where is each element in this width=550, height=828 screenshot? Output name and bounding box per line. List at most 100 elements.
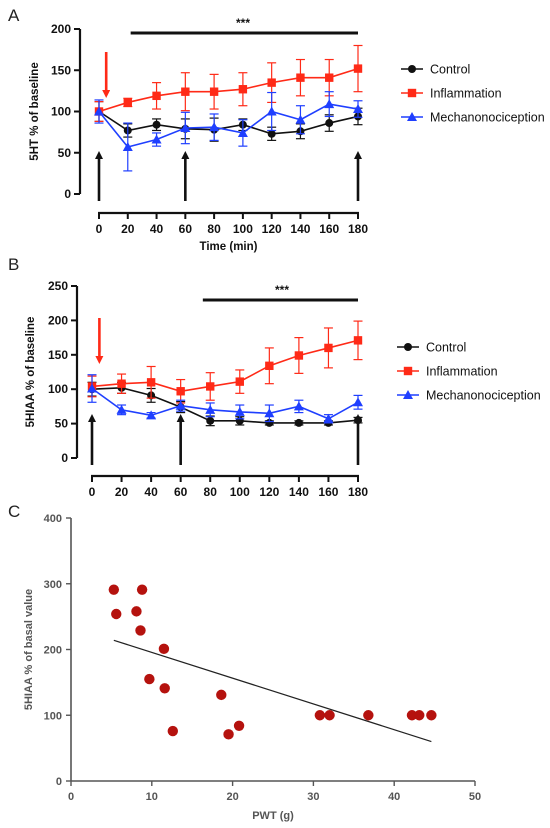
series-mechanonociception bbox=[87, 374, 363, 424]
data-point bbox=[151, 134, 162, 144]
x-tick-label: 100 bbox=[230, 485, 250, 499]
data-point bbox=[296, 73, 305, 82]
x-tick-label: 60 bbox=[174, 485, 188, 499]
x-tick-label: 0 bbox=[68, 791, 74, 803]
data-point bbox=[354, 416, 362, 425]
y-tick-label: 200 bbox=[44, 645, 62, 657]
data-point bbox=[209, 122, 220, 132]
data-point bbox=[176, 387, 185, 396]
x-tick-label: 40 bbox=[150, 222, 164, 236]
scatter-point bbox=[144, 673, 155, 685]
y-tick-label: 0 bbox=[56, 776, 62, 788]
legend-label: Inflammation bbox=[430, 87, 502, 101]
data-point bbox=[116, 404, 127, 414]
scatter-point bbox=[111, 608, 122, 620]
panel-letter-b: B bbox=[8, 255, 19, 274]
x-tick-label: 180 bbox=[348, 222, 368, 236]
scatter-point bbox=[136, 584, 148, 595]
legend-label: Control bbox=[430, 63, 470, 77]
panel-letter-c: C bbox=[8, 502, 20, 521]
data-point bbox=[146, 378, 156, 387]
data-point bbox=[353, 104, 363, 114]
data-point bbox=[266, 106, 277, 116]
data-point bbox=[234, 406, 245, 416]
y-tick-label: 300 bbox=[44, 579, 62, 591]
data-point bbox=[238, 85, 248, 94]
x-tick-label: 40 bbox=[144, 485, 158, 499]
x-tick-label: 40 bbox=[388, 791, 400, 803]
legend-label: Inflammation bbox=[426, 365, 498, 379]
regression-line bbox=[113, 639, 432, 743]
scatter-point bbox=[406, 710, 418, 721]
y-tick-label: 0 bbox=[64, 187, 71, 201]
legend-marker bbox=[403, 366, 413, 376]
data-point bbox=[235, 377, 244, 386]
x-tick-label: 120 bbox=[262, 222, 282, 236]
x-tick-label: 50 bbox=[469, 791, 481, 803]
series-mechanonociception bbox=[94, 91, 363, 172]
data-point bbox=[293, 401, 304, 411]
significance-label: *** bbox=[236, 16, 250, 30]
scatter-point bbox=[223, 729, 234, 740]
series-line bbox=[91, 387, 359, 420]
series-inflammation bbox=[87, 320, 363, 404]
x-tick-label: 100 bbox=[233, 222, 253, 236]
scatter-point bbox=[233, 720, 245, 731]
x-tick-label: 20 bbox=[115, 485, 129, 499]
data-point bbox=[265, 361, 274, 371]
data-point bbox=[267, 129, 276, 138]
data-point bbox=[181, 87, 190, 96]
panel-a: A 0 50 100 150 200 0 20 40 60 80 100 120 140 160 180 5H… bbox=[8, 6, 545, 253]
data-point bbox=[264, 408, 275, 418]
series-line bbox=[98, 103, 359, 148]
series-line bbox=[98, 67, 359, 113]
data-point bbox=[294, 351, 304, 360]
x-tick-label: 60 bbox=[179, 222, 193, 236]
data-point bbox=[324, 343, 333, 353]
data-point bbox=[325, 73, 334, 82]
y-tick-label: 100 bbox=[48, 382, 68, 396]
data-point bbox=[94, 106, 104, 116]
legend-label: Mechanonociception bbox=[426, 389, 541, 403]
data-point bbox=[152, 91, 161, 101]
data-point bbox=[237, 127, 248, 137]
data-point bbox=[206, 416, 215, 425]
series-line bbox=[98, 110, 359, 135]
scatter-point bbox=[158, 643, 170, 655]
data-point bbox=[353, 64, 363, 73]
data-point bbox=[123, 98, 132, 107]
x-tick-label: 80 bbox=[204, 485, 218, 499]
scatter-point bbox=[131, 606, 142, 617]
panel-b: B 0 50 100 150 200 250 0 20 40 60 80 100 120 140 160 18… bbox=[8, 255, 541, 499]
scatter-point bbox=[324, 710, 335, 721]
y-tick-label: 100 bbox=[51, 105, 71, 119]
legend-label: Control bbox=[426, 341, 466, 355]
x-tick-label: 180 bbox=[348, 485, 368, 499]
data-point bbox=[175, 400, 186, 410]
x-tick-label: 0 bbox=[89, 485, 96, 499]
scatter-point bbox=[426, 710, 437, 721]
x-tick-label: 0 bbox=[96, 222, 103, 236]
data-point bbox=[209, 87, 219, 96]
x-tick-label: 140 bbox=[289, 485, 309, 499]
y-tick-label: 200 bbox=[48, 313, 68, 327]
y-axis-title: 5HIAA % of baseline bbox=[25, 317, 37, 428]
y-tick-label: 250 bbox=[48, 279, 68, 293]
data-point bbox=[294, 418, 303, 427]
legend-marker bbox=[407, 88, 417, 98]
y-tick-label: 200 bbox=[51, 22, 71, 36]
data-point bbox=[267, 78, 276, 87]
scatter-point bbox=[216, 689, 227, 701]
y-axis-title: 5HIAA % of basal value bbox=[23, 589, 35, 710]
x-axis-title: Time (min) bbox=[200, 241, 258, 253]
data-point bbox=[325, 119, 334, 128]
x-tick-label: 10 bbox=[146, 791, 158, 803]
y-tick-label: 150 bbox=[48, 348, 68, 362]
data-point bbox=[206, 382, 215, 391]
series-control bbox=[87, 381, 363, 427]
panel-c: C 0 100 200 300 400 0 10 20 30 40 50 5HIAA % of bas… bbox=[8, 502, 481, 822]
data-point bbox=[353, 397, 363, 407]
scatter-point bbox=[363, 710, 374, 721]
x-tick-label: 20 bbox=[226, 791, 238, 803]
x-tick-label: 80 bbox=[207, 222, 221, 236]
